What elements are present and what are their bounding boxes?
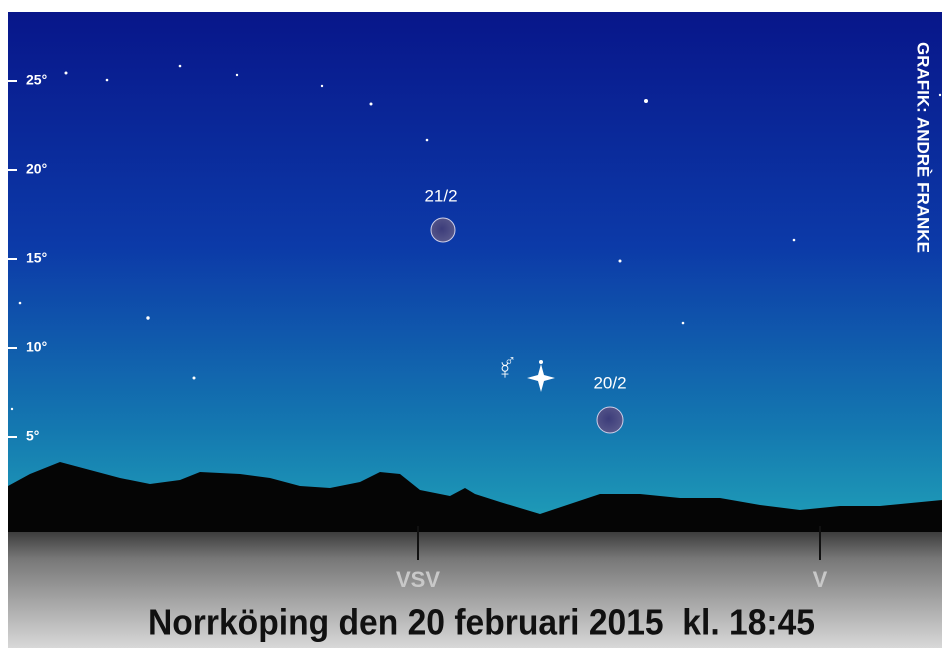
moon bbox=[597, 407, 623, 433]
compass-label: V bbox=[813, 567, 828, 592]
sky-chart: 25° 20° 15° 10° 5° 21/2 20/2 ☿ ♂ VSV V N… bbox=[0, 0, 946, 650]
sky bbox=[8, 12, 942, 532]
moon-label: 21/2 bbox=[424, 186, 457, 205]
altitude-label: 10° bbox=[26, 339, 47, 355]
compass-label: VSV bbox=[396, 567, 440, 592]
moon-label: 20/2 bbox=[593, 373, 626, 392]
credit: GRAFIK: ANDRÈ FRANKE bbox=[914, 42, 933, 253]
altitude-label: 5° bbox=[26, 428, 39, 444]
caption: Norrköping den 20 februari 2015 kl. 18:4… bbox=[148, 602, 815, 643]
star bbox=[539, 360, 543, 364]
planet-symbol: ♂ bbox=[504, 353, 516, 370]
altitude-label: 25° bbox=[26, 72, 47, 88]
page: 25° 20° 15° 10° 5° 21/2 20/2 ☿ ♂ VSV V N… bbox=[0, 0, 946, 650]
altitude-label: 20° bbox=[26, 161, 47, 177]
moon bbox=[431, 218, 455, 242]
altitude-label: 15° bbox=[26, 250, 47, 266]
